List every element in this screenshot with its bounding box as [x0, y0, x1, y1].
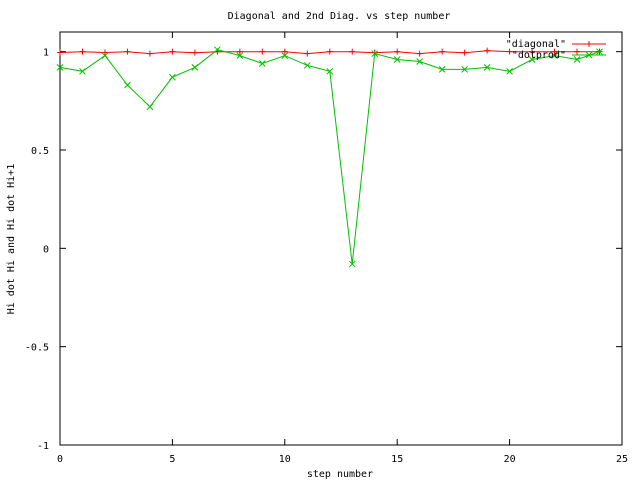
x-tick-label: 5 — [169, 454, 175, 465]
data-point — [326, 67, 334, 75]
data-point — [146, 50, 153, 57]
data-point — [484, 47, 491, 54]
data-point — [57, 49, 63, 56]
data-point — [551, 52, 558, 59]
data-point — [214, 46, 221, 54]
data-point — [191, 64, 199, 71]
y-tick-label: 1 — [43, 48, 49, 59]
data-point — [169, 73, 176, 81]
data-point — [506, 48, 513, 55]
x-axis-label: step number — [307, 469, 373, 480]
data-point — [259, 48, 266, 55]
legend-label: "dotprod" — [512, 50, 566, 61]
data-point — [79, 67, 86, 75]
data-point — [439, 48, 446, 55]
data-point — [349, 48, 356, 55]
data-point — [528, 56, 536, 63]
x-axis: 0 5 10 15 20 25 — [57, 32, 628, 465]
data-point — [281, 52, 289, 59]
data-point — [304, 50, 311, 57]
data-point — [236, 48, 243, 55]
data-point — [574, 48, 581, 55]
x-tick-label: 15 — [391, 454, 403, 465]
x-tick-label: 0 — [57, 454, 63, 465]
data-point — [169, 48, 176, 55]
data-point — [551, 48, 558, 55]
data-point — [393, 56, 401, 63]
data-point — [416, 50, 423, 57]
data-point — [101, 52, 109, 59]
plot-frame — [59, 31, 623, 446]
y-tick-label: -1 — [37, 441, 49, 452]
x-tick-label: 25 — [616, 454, 628, 465]
data-point — [303, 62, 311, 69]
series-1 — [56, 46, 603, 268]
legend-label: "diagonal" — [506, 39, 566, 50]
data-point — [461, 66, 468, 73]
data-point — [573, 56, 581, 63]
data-point — [348, 260, 356, 268]
data-point — [326, 48, 333, 55]
data-point — [124, 48, 131, 55]
data-point — [394, 48, 401, 55]
y-axis: -1 -0.5 0 0.5 1 — [25, 48, 622, 452]
data-point — [506, 67, 513, 75]
data-point — [124, 81, 131, 89]
x-tick-label: 20 — [504, 454, 516, 465]
y-tick-label: 0.5 — [31, 146, 49, 157]
data-point — [585, 51, 593, 59]
data-point — [416, 58, 424, 65]
data-point — [236, 52, 244, 59]
y-axis-label: Hi dot Hi and Hi dot Hi+1 — [6, 164, 17, 315]
data-point — [586, 41, 592, 47]
legend: "diagonal""dotprod" — [506, 39, 606, 61]
data-point — [461, 49, 468, 56]
data-point — [529, 48, 536, 55]
y-tick-label: -0.5 — [25, 343, 49, 354]
x-tick-label: 10 — [279, 454, 291, 465]
data-point — [483, 64, 491, 71]
data-point — [596, 48, 603, 56]
data-point — [191, 49, 198, 56]
data-point — [79, 48, 86, 55]
data-point — [258, 60, 266, 67]
data-point — [438, 66, 446, 73]
series-line — [59, 49, 600, 265]
y-tick-label: 0 — [43, 244, 49, 255]
data-point — [56, 64, 64, 71]
chart-title: Diagonal and 2nd Diag. vs step number — [228, 11, 451, 22]
series-layer — [56, 46, 603, 268]
data-point — [281, 48, 288, 55]
data-point — [146, 103, 154, 111]
data-point — [371, 50, 379, 57]
data-point — [101, 49, 108, 56]
